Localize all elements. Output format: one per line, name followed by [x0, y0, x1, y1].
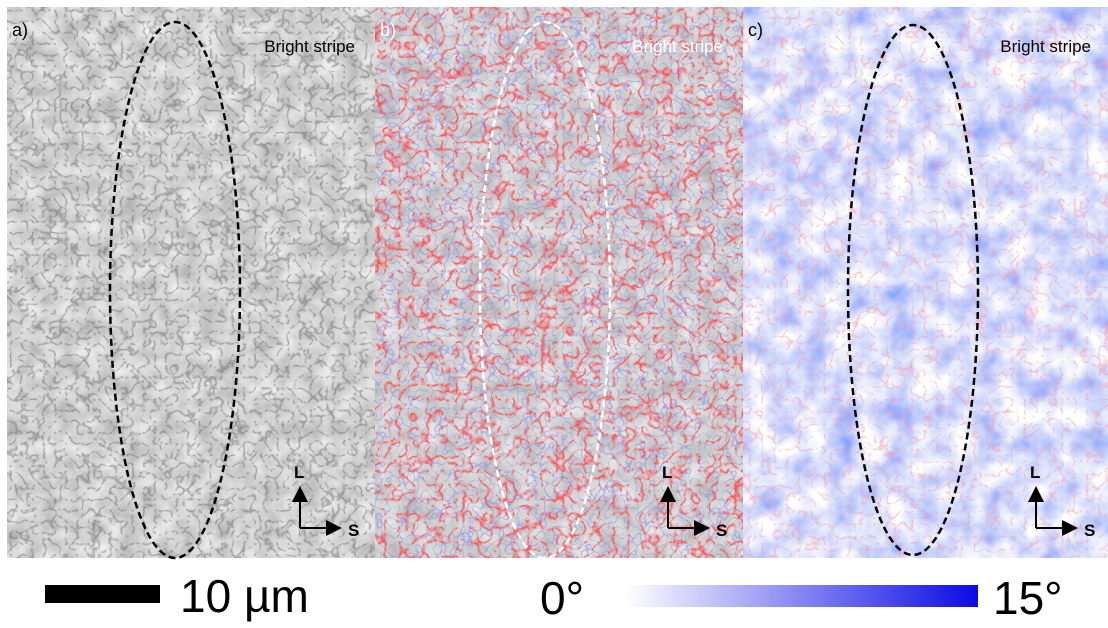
- panel-label: c): [748, 20, 763, 40]
- axis-label: S: [348, 521, 359, 540]
- axis-label: S: [716, 521, 727, 540]
- annotation: Bright stripe: [1000, 37, 1091, 56]
- stripe-outline: [846, 23, 980, 557]
- axis-label: L: [1030, 463, 1040, 482]
- scale-label: 10 µm: [180, 570, 309, 622]
- stripe-outline: [478, 20, 612, 560]
- annotation: Bright stripe: [264, 37, 355, 56]
- panel-label: b): [380, 20, 396, 40]
- axis-label: S: [1084, 521, 1095, 540]
- micrograph-b: [375, 7, 743, 558]
- color-min-label: 0°: [540, 572, 584, 624]
- micrograph-a: [7, 7, 375, 558]
- panel-labels: a) Bright stripe L Sb) Bright stripe L Sc) Brig…: [12, 20, 1095, 540]
- axis-label: L: [294, 463, 304, 482]
- micrograph-c: [743, 7, 1108, 558]
- axis-label: L: [662, 463, 672, 482]
- scale-bar: [45, 585, 160, 603]
- stripe-outline: [108, 20, 242, 560]
- color-bar: [625, 585, 978, 607]
- panel-label: a): [12, 20, 28, 40]
- color-max-label: 15°: [993, 572, 1063, 624]
- annotation: Bright stripe: [632, 37, 723, 56]
